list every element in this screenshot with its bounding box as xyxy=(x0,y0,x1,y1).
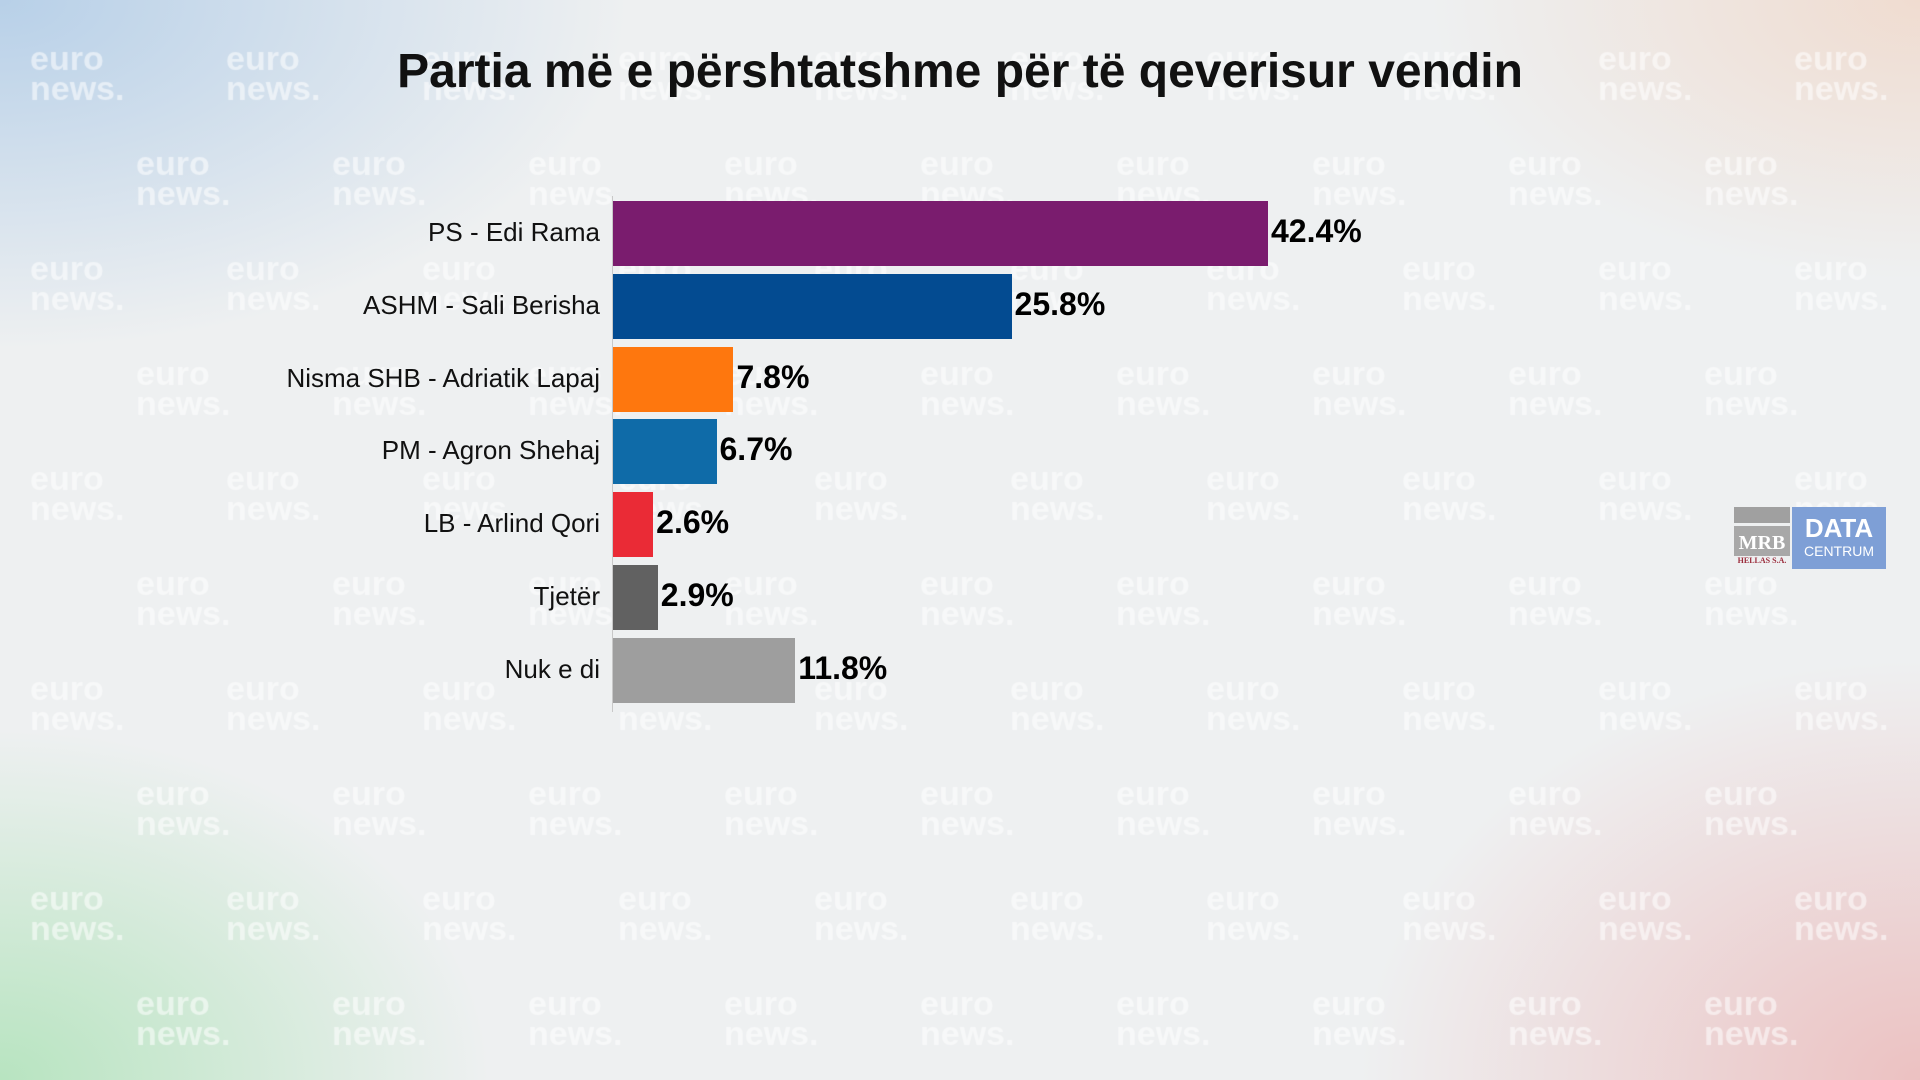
mrb-datacentrum-logo: MRB HELLAS S.A. DATA CENTRUM xyxy=(1734,507,1886,569)
category-label: Nisma SHB - Adriatik Lapaj xyxy=(286,362,600,393)
data-centrum-logo-data: DATA xyxy=(1804,513,1874,543)
mrb-logo-text: MRB xyxy=(1734,526,1790,556)
bar xyxy=(613,346,734,412)
category-label: Nuk e di xyxy=(504,653,600,684)
category-label: ASHM - Sali Berisha xyxy=(363,289,600,320)
bar xyxy=(613,492,654,558)
mrb-logo: MRB HELLAS S.A. xyxy=(1734,507,1790,569)
y-axis-line xyxy=(612,196,613,712)
bar xyxy=(613,273,1012,339)
value-label: 11.8% xyxy=(798,649,888,686)
value-label: 25.8% xyxy=(1014,285,1106,322)
category-label: Tjetër xyxy=(533,581,600,611)
chart-title: Partia më e përshtatshme për të qeverisu… xyxy=(397,45,1523,98)
data-centrum-logo-centrum: CENTRUM xyxy=(1804,543,1874,559)
mrb-logo-bar xyxy=(1734,507,1790,523)
data-centrum-logo: DATA CENTRUM xyxy=(1792,507,1886,569)
value-label: 6.7% xyxy=(719,431,793,468)
bar xyxy=(613,419,717,485)
mrb-logo-subtext: HELLAS S.A. xyxy=(1737,556,1787,565)
value-label: 42.4% xyxy=(1271,213,1362,249)
category-label: PM - Agron Shehaj xyxy=(381,435,600,466)
bar xyxy=(613,201,1268,266)
value-label: 2.9% xyxy=(660,577,734,613)
bar xyxy=(613,565,658,630)
category-label: LB - Arlind Qori xyxy=(423,508,600,539)
value-label: 2.6% xyxy=(656,504,730,541)
value-label: 7.8% xyxy=(736,358,810,395)
category-label: PS - Edi Rama xyxy=(428,217,600,247)
bar xyxy=(613,637,796,703)
